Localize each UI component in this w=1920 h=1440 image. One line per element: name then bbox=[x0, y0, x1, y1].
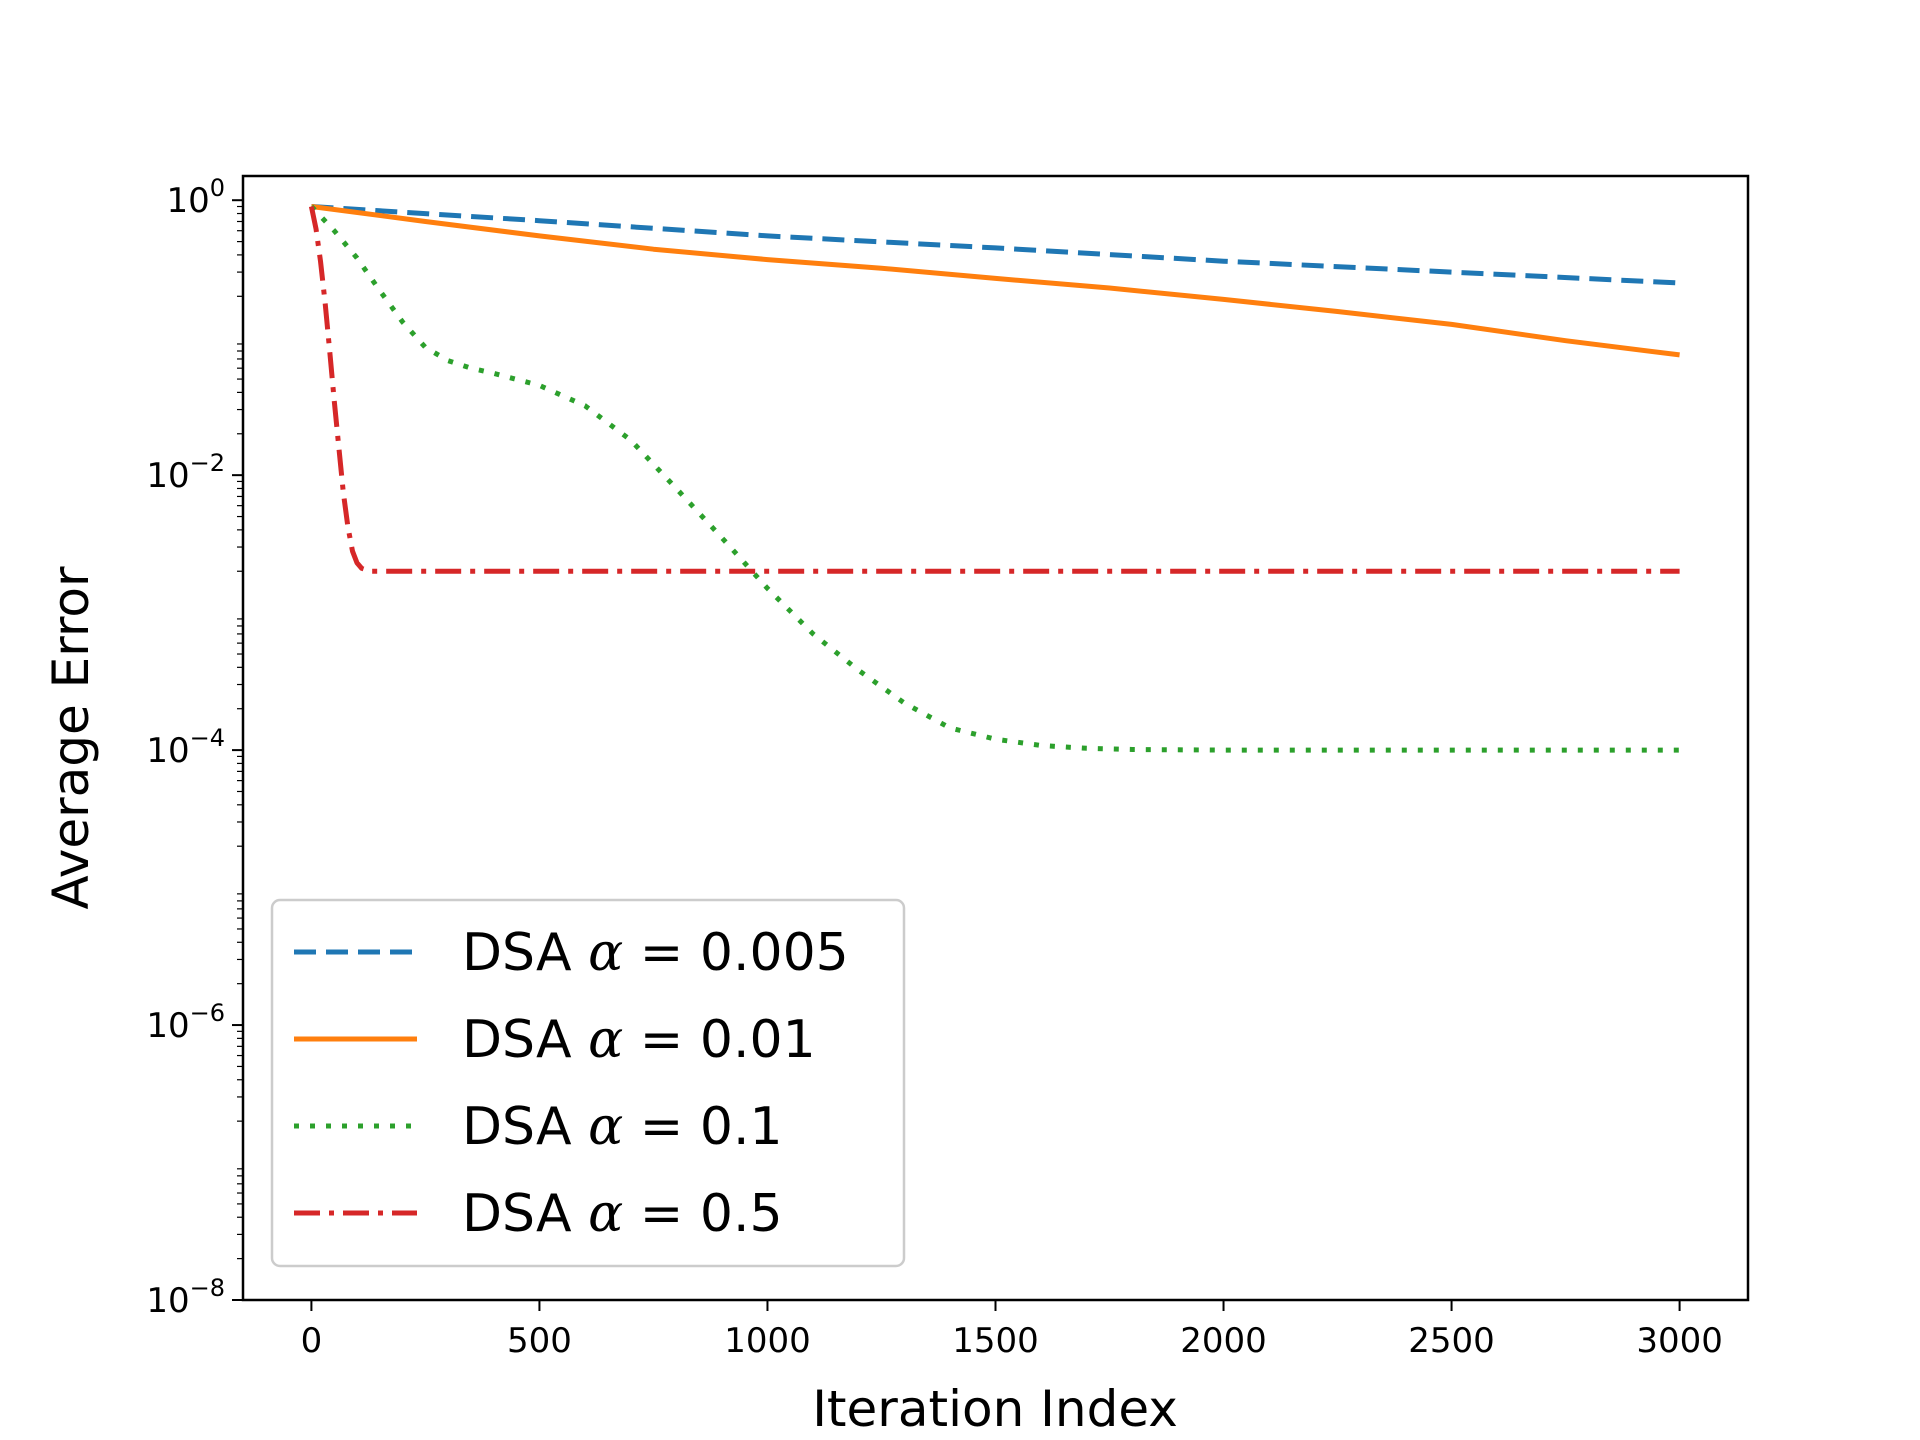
series-line-0 bbox=[311, 204, 1680, 286]
y-tick-label: 100 bbox=[166, 174, 225, 221]
y-tick-label: 10−6 bbox=[146, 999, 225, 1046]
y-tick-label: 10−4 bbox=[146, 724, 225, 771]
x-tick-label: 500 bbox=[507, 1321, 572, 1361]
legend-label-0: DSA α = 0.005 bbox=[462, 923, 849, 983]
x-axis-label: Iteration Index bbox=[812, 1380, 1178, 1438]
legend-box bbox=[270, 898, 906, 1268]
y-tick-label: 10−2 bbox=[146, 449, 225, 496]
series-line-1 bbox=[311, 204, 1680, 358]
legend-label-2: DSA α = 0.1 bbox=[462, 1097, 783, 1157]
x-tick-label: 2000 bbox=[1180, 1321, 1267, 1361]
x-tick-label: 0 bbox=[301, 1321, 323, 1361]
x-tick-label: 2500 bbox=[1408, 1321, 1495, 1361]
x-tick-label: 3000 bbox=[1636, 1321, 1723, 1361]
y-tick-label: 10−8 bbox=[146, 1274, 225, 1321]
axes-layer: 0 500 1000 1500 2000 2500 3000 10−8 10−6 10−4 10−2… bbox=[146, 174, 1750, 1361]
legend-label-1: DSA α = 0.01 bbox=[462, 1010, 816, 1070]
x-tick-label: 1500 bbox=[952, 1321, 1039, 1361]
legend-label-3: DSA α = 0.5 bbox=[462, 1184, 783, 1244]
legend: DSA α = 0.005 DSA α = 0.01 DSA α = 0.1 DSA … bbox=[270, 898, 906, 1268]
x-tick-label: 1000 bbox=[724, 1321, 811, 1361]
series-layer bbox=[308, 204, 1680, 753]
y-axis-label: Average Error bbox=[42, 566, 100, 910]
series-line-3 bbox=[308, 205, 1680, 574]
